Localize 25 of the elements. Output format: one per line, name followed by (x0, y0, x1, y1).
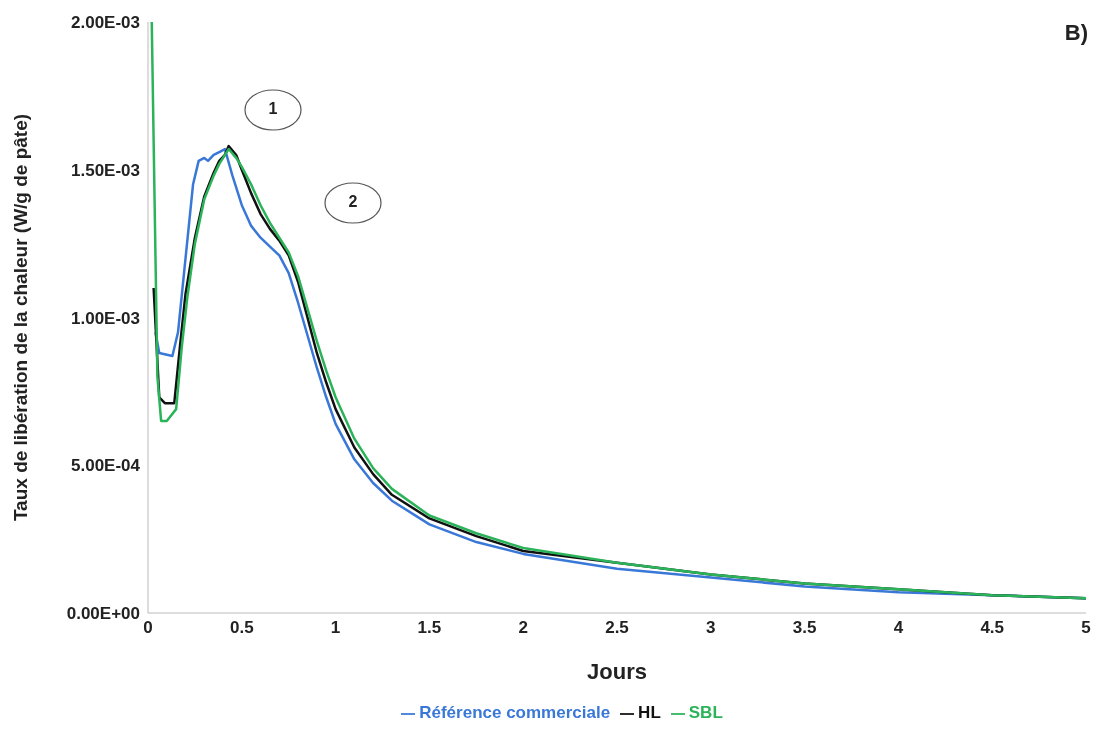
y-tick-label: 5.00E-04 (71, 456, 141, 476)
x-tick-label: 0.5 (229, 618, 254, 638)
x-tick-label: 4 (893, 618, 904, 638)
x-axis-title: Jours (587, 659, 647, 684)
x-tick-label: 3 (706, 618, 716, 638)
x-tick-label: 4.5 (980, 618, 1005, 638)
legend-label: HL (638, 703, 661, 722)
line-series (150, 22, 1086, 600)
y-tick-label: 2.00E-03 (71, 13, 140, 33)
x-tick-label: 5 (1081, 618, 1091, 638)
y-tick-label: 0.00E+00 (66, 604, 140, 624)
x-tick-label: 3.5 (792, 618, 817, 638)
y-tick-label: 1.00E-03 (71, 308, 140, 328)
annotation: B) (1064, 20, 1088, 46)
x-tick-label: 0 (143, 618, 153, 638)
x-tick-label: 1.5 (417, 618, 442, 638)
x-tick-label: 2 (518, 618, 528, 638)
y-axis-title: Taux de libération de la chaleur (W/g de pâte) (9, 113, 31, 522)
legend-label: Référence commerciale (419, 703, 611, 722)
legend-label: SBL (688, 703, 723, 722)
x-tick-label: 1 (330, 618, 341, 638)
annotation: 1 (267, 100, 279, 118)
annotation: 2 (347, 193, 359, 211)
y-tick-label: 1.50E-03 (71, 160, 140, 180)
x-tick-label: 2.5 (605, 618, 629, 638)
